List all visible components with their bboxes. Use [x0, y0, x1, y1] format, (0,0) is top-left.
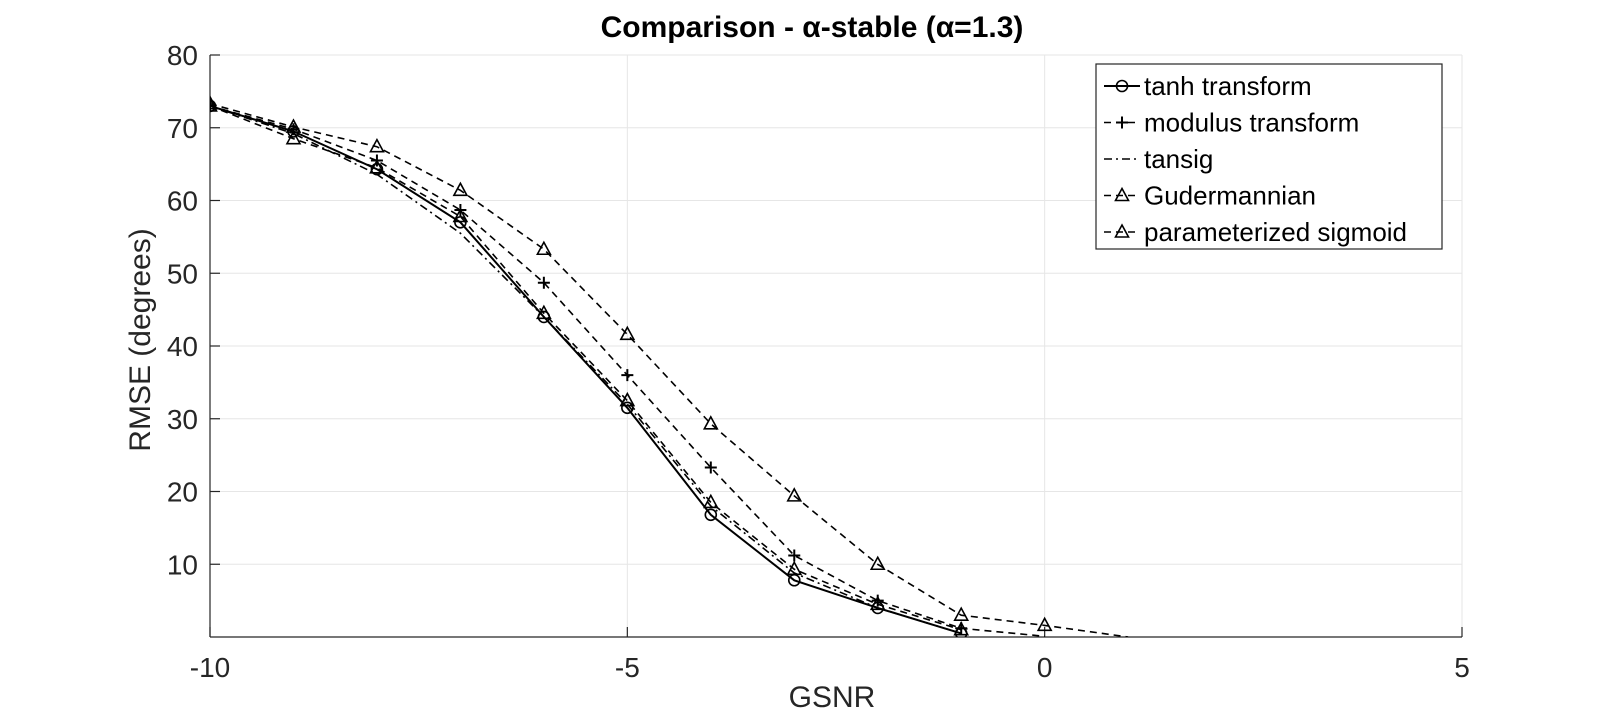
series-tansig [210, 105, 962, 635]
data-point-marker [786, 487, 803, 502]
y-tick-label: 20 [167, 477, 198, 508]
data-point-marker [369, 137, 385, 153]
y-tick-label: 70 [167, 113, 198, 144]
series-line [210, 104, 962, 635]
x-tick-label: -5 [615, 652, 640, 683]
data-point-marker [786, 560, 803, 576]
data-point-marker [1036, 616, 1053, 632]
x-tick-label: 0 [1037, 652, 1053, 683]
data-point-marker [537, 276, 550, 289]
legend-label: tanh transform [1144, 71, 1312, 101]
data-point-marker [704, 461, 717, 474]
chart-title: Comparison - α-stable (α=1.3) [601, 11, 1024, 44]
y-tick-label: 30 [167, 404, 198, 435]
data-point-marker [619, 325, 636, 341]
series-line [210, 105, 962, 631]
data-point-marker [953, 606, 970, 621]
legend-marker-sample [1114, 223, 1130, 238]
y-tick-label: 10 [167, 549, 198, 580]
data-point-marker [536, 304, 552, 320]
data-point-marker [621, 369, 634, 382]
data-point-marker [619, 391, 636, 407]
data-point-marker [536, 240, 552, 256]
data-point-marker [452, 181, 469, 197]
y-tick-label: 50 [167, 258, 198, 289]
legend-entry: modulus transform [1104, 108, 1359, 138]
y-tick-label: 80 [167, 40, 198, 71]
legend-box [1095, 63, 1443, 250]
data-point-marker [702, 415, 719, 430]
legend: tanh transform modulus transform tansig Gud… [1095, 63, 1443, 250]
data-point-marker [869, 555, 886, 571]
legend-entry: tansig [1104, 144, 1213, 174]
x-tick-label: 5 [1454, 652, 1470, 683]
data-point-marker [210, 95, 218, 110]
y-tick-label: 60 [167, 186, 198, 217]
legend-marker-sample [1114, 186, 1130, 202]
y-axis-label: RMSE (degrees) [124, 228, 157, 451]
y-tick-label: 40 [167, 331, 198, 362]
series-line [210, 102, 1129, 637]
legend-entry: parameterized sigmoid [1104, 217, 1407, 247]
data-point-marker [452, 207, 469, 223]
series-line [210, 105, 962, 635]
legend-label: Gudermannian [1144, 181, 1316, 211]
legend-marker-sample [1115, 79, 1129, 93]
axes: -10 -5 0 5 10 20 30 40 50 60 70 80 [167, 40, 1470, 683]
data-point-marker [369, 159, 385, 174]
data-point-marker [285, 118, 302, 133]
legend-label: modulus transform [1144, 108, 1359, 138]
data-point-marker [702, 493, 719, 509]
x-axis-label: GSNR [789, 681, 876, 714]
legend-entry: tanh transform [1104, 71, 1312, 101]
data-point-marker [953, 621, 970, 636]
data-point-marker [285, 129, 302, 145]
data-point-marker [788, 549, 801, 562]
series-layer [210, 95, 1129, 637]
legend-entry: Gudermannian [1104, 181, 1316, 211]
legend-label: tansig [1144, 144, 1213, 174]
legend-marker-sample [1116, 116, 1128, 129]
x-tick-label: -10 [190, 652, 230, 683]
series-parameterized-sigmoid [210, 95, 1129, 637]
data-point-marker [869, 595, 886, 611]
legend-label: parameterized sigmoid [1144, 217, 1407, 247]
data-point-marker [704, 508, 718, 522]
